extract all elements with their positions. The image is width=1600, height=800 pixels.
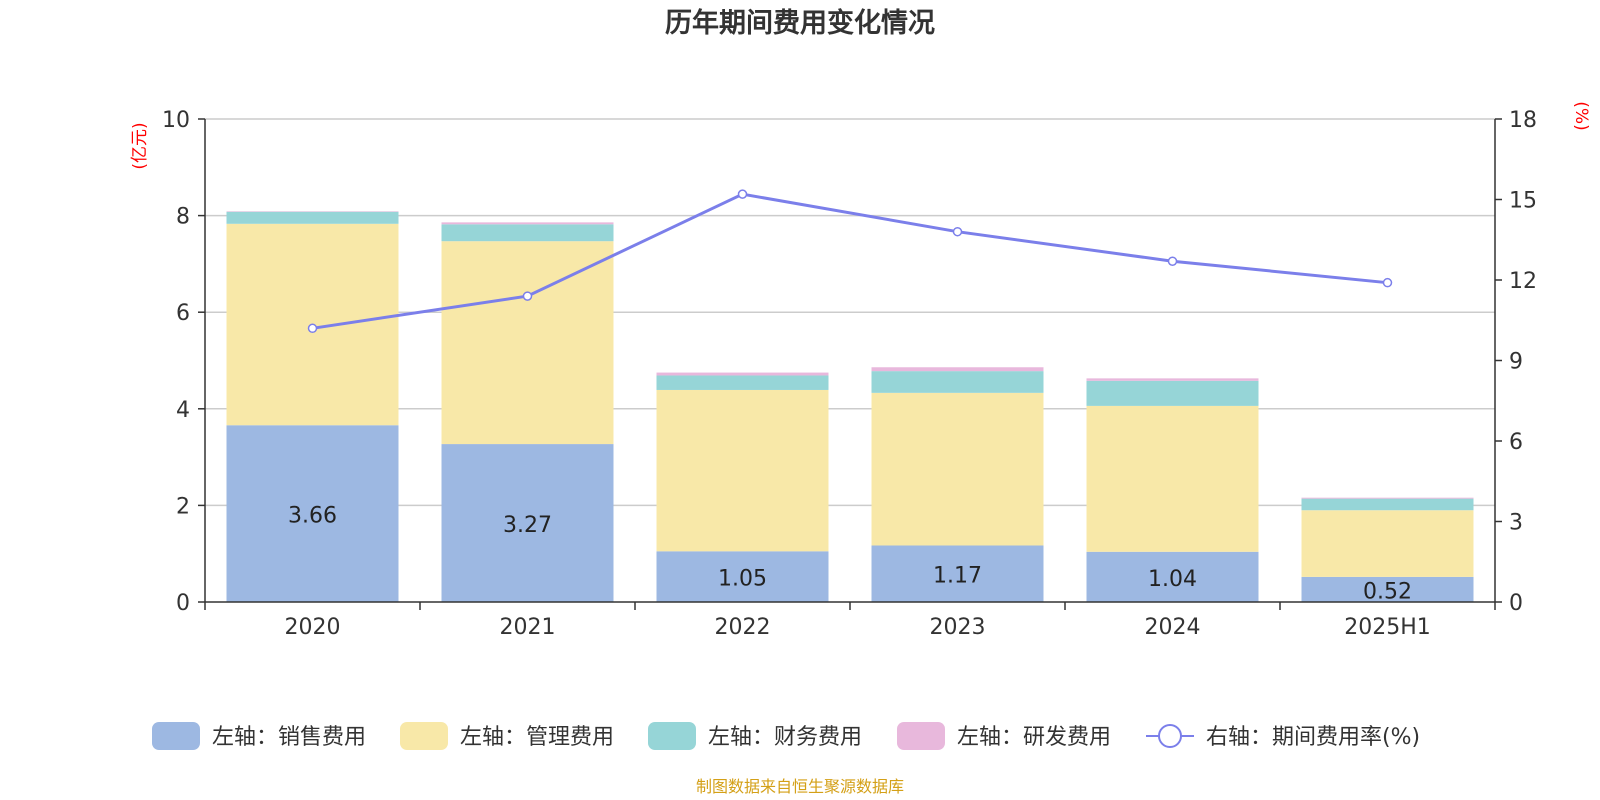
x-tick-label: 2025H1: [1344, 615, 1431, 640]
data-labels: 3.66 3.27 1.05 1.17 1.04 0.52: [288, 504, 1412, 605]
bar-data-label: 3.27: [503, 513, 552, 538]
bar-segment: [441, 224, 614, 242]
left-axis-unit: (亿元): [130, 122, 150, 169]
legend-label: 左轴：销售费用: [212, 725, 366, 750]
rate-point: [1382, 277, 1393, 288]
left-tick-label: 0: [176, 591, 190, 616]
left-tick-label: 2: [176, 494, 190, 519]
bar-data-label: 1.04: [1148, 567, 1197, 592]
rate-point: [307, 323, 318, 334]
x-tick-label: 2023: [930, 615, 986, 640]
left-tick-label: 4: [176, 398, 190, 423]
bar-segment: [656, 372, 829, 376]
bar-segment: [1086, 378, 1259, 381]
bar-segment: [871, 371, 1044, 393]
legend-swatch: [648, 722, 696, 750]
legend-label: 左轴：财务费用: [708, 725, 862, 750]
bar-segment: [1086, 405, 1259, 552]
right-tick-label: 18: [1509, 108, 1537, 133]
data-source-note: 制图数据来自恒生聚源数据库: [696, 777, 904, 796]
right-tick-label: 0: [1509, 591, 1523, 616]
x-tick-label: 2022: [715, 615, 771, 640]
rate-point: [737, 189, 748, 199]
bar-segment: [226, 425, 399, 602]
legend-circle-swatch: [1158, 724, 1182, 748]
bar-data-label: 1.17: [933, 564, 982, 589]
bar-segment: [441, 241, 614, 445]
legend-label: 左轴：管理费用: [460, 725, 614, 750]
x-tick-label: 2020: [285, 615, 341, 640]
left-tick-label: 6: [176, 301, 190, 326]
bar-segment: [871, 367, 1044, 372]
legend-label: 右轴：期间费用率(%): [1206, 725, 1420, 750]
bar-data-label: 3.66: [288, 504, 337, 529]
left-tick-label: 8: [176, 205, 190, 230]
axes: 0 2 4 6 8 10 0 3 6 9 12 15 18 2020 2021 2022 2023 2024 202…: [162, 108, 1537, 640]
legend-label: 左轴：研发费用: [957, 725, 1111, 750]
right-tick-label: 6: [1509, 430, 1523, 455]
right-axis-unit: (%): [1571, 101, 1591, 130]
rate-point: [1167, 256, 1178, 266]
bar-segment: [871, 392, 1044, 546]
x-tick-label: 2021: [500, 615, 556, 640]
bar-segment: [441, 222, 614, 225]
rate-point: [522, 291, 533, 301]
right-tick-label: 12: [1509, 269, 1537, 294]
bar-data-label: 0.52: [1363, 579, 1412, 604]
bar-segment: [1086, 551, 1259, 602]
legend-swatch: [400, 722, 448, 750]
bar-segment: [1301, 576, 1474, 602]
bar-segment: [441, 444, 614, 602]
bar-data-label: 1.05: [718, 567, 767, 592]
bar-segment: [1086, 380, 1259, 406]
bar-segment: [1301, 498, 1474, 511]
legend-swatch: [897, 722, 945, 750]
legend-swatch: [152, 722, 200, 750]
rate-line: [312, 192, 1388, 330]
bar-segment: [871, 545, 1044, 602]
bar-segment: [656, 551, 829, 602]
right-tick-label: 3: [1509, 511, 1523, 536]
right-tick-label: 9: [1509, 350, 1523, 375]
bar-segment: [656, 375, 829, 390]
bar-segment: [1301, 510, 1474, 577]
legend: 左轴：销售费用 左轴：管理费用 左轴：财务费用 左轴：研发费用 右轴：期间费用率(%): [152, 722, 1420, 750]
right-tick-label: 15: [1509, 189, 1537, 214]
x-tick-label: 2024: [1145, 615, 1201, 640]
rate-point: [952, 226, 963, 237]
bar-series: [226, 211, 1474, 602]
bar-segment: [1301, 497, 1474, 499]
chart-title: 历年期间费用变化情况: [665, 7, 935, 39]
bar-segment: [226, 211, 399, 224]
left-tick-label: 10: [162, 108, 190, 133]
rate-line-series: [307, 189, 1393, 334]
bar-segment: [656, 389, 829, 552]
